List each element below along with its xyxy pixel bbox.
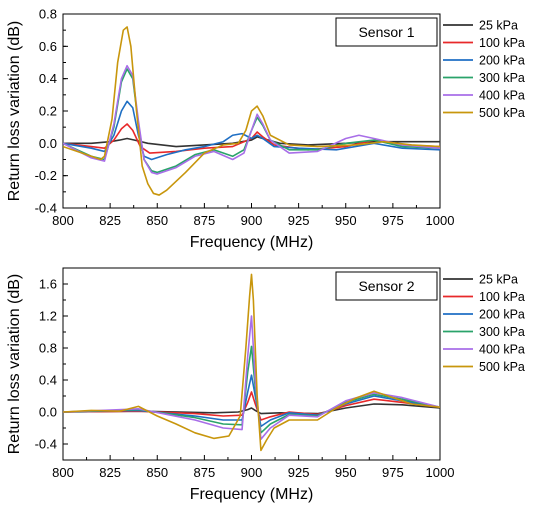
series-line-400-kpa [63, 64, 440, 175]
legend-label: 25 kPa [479, 19, 518, 33]
y-tick-label: -0.4 [35, 201, 57, 216]
y-tick-label: -0.4 [35, 437, 57, 452]
x-tick-label: 850 [146, 465, 168, 480]
y-tick-label: 0.8 [39, 7, 57, 22]
x-tick-label: 850 [146, 213, 168, 228]
series-line-200-kpa [63, 100, 440, 161]
sensor-label: Sensor 2 [358, 278, 414, 294]
sensor-label-box [335, 271, 438, 301]
x-axis-title: Frequency (MHz) [190, 486, 314, 503]
x-tick-label: 900 [241, 465, 263, 480]
legend: 25 kPa 100 kPa 200 kPa 300 kPa 400 kPa 500 kP… [443, 19, 525, 120]
legend-label: 300 kPa [479, 325, 525, 339]
x-axis-title: Frequency (MHz) [190, 234, 314, 251]
x-tick-label: 925 [288, 465, 310, 480]
legend: 25 kPa 100 kPa 200 kPa 300 kPa 400 kPa 500 kP… [443, 273, 525, 374]
x-tick-label: 1000 [426, 213, 455, 228]
y-tick-label: 0.2 [39, 104, 57, 119]
x-tick-label: 825 [99, 213, 121, 228]
legend-label: 200 kPa [479, 54, 525, 68]
legend-label: 400 kPa [479, 89, 525, 103]
x-tick-label: 900 [241, 213, 263, 228]
sensor-label-box [335, 17, 438, 47]
y-tick-label: 0.8 [39, 341, 57, 356]
x-tick-label: 925 [288, 213, 310, 228]
x-tick-label: 975 [382, 213, 404, 228]
y-tick-label: -0.2 [35, 168, 57, 183]
chart-2: 800 825 850 875 900 925 950 975 1000 -0.4 0.0 0.4 0.… [6, 267, 525, 503]
series-line-300-kpa [63, 345, 440, 434]
y-axis-title: Return loss variation (dB) [6, 21, 23, 202]
y-tick-label: 0.4 [39, 71, 57, 86]
x-tick-label: 800 [52, 213, 74, 228]
legend-label: 200 kPa [479, 308, 525, 322]
legend-label: 25 kPa [479, 273, 518, 287]
series-line-500-kpa [63, 26, 440, 196]
y-tick-label: 1.6 [39, 277, 57, 292]
series-line-100-kpa [63, 123, 440, 154]
legend-label: 100 kPa [479, 36, 525, 50]
x-tick-label: 875 [194, 465, 216, 480]
series-group [63, 26, 440, 196]
y-tick-label: 0.0 [39, 405, 57, 420]
legend-label: 400 kPa [479, 343, 525, 357]
x-tick-label: 950 [335, 213, 357, 228]
x-tick-label: 975 [382, 465, 404, 480]
y-axis-title: Return loss variation (dB) [6, 274, 23, 455]
chart-1: 800 825 850 875 900 925 950 975 1000 -0.4 -0.2 0.0 0… [6, 7, 525, 252]
legend-label: 100 kPa [479, 290, 525, 304]
x-tick-label: 825 [99, 465, 121, 480]
y-tick-label: 0.0 [39, 136, 57, 151]
y-tick-label: 0.4 [39, 373, 57, 388]
series-group [63, 273, 440, 452]
sensor-label: Sensor 1 [358, 24, 414, 40]
legend-label: 500 kPa [479, 360, 525, 374]
y-tick-label: 1.2 [39, 309, 57, 324]
legend-label: 300 kPa [479, 71, 525, 85]
legend-label: 500 kPa [479, 106, 525, 120]
x-tick-label: 1000 [426, 465, 455, 480]
series-line-500-kpa [63, 273, 440, 452]
x-tick-label: 800 [52, 465, 74, 480]
x-tick-label: 875 [194, 213, 216, 228]
series-line-300-kpa [63, 68, 440, 174]
y-tick-label: 0.6 [39, 39, 57, 54]
x-tick-label: 950 [335, 465, 357, 480]
